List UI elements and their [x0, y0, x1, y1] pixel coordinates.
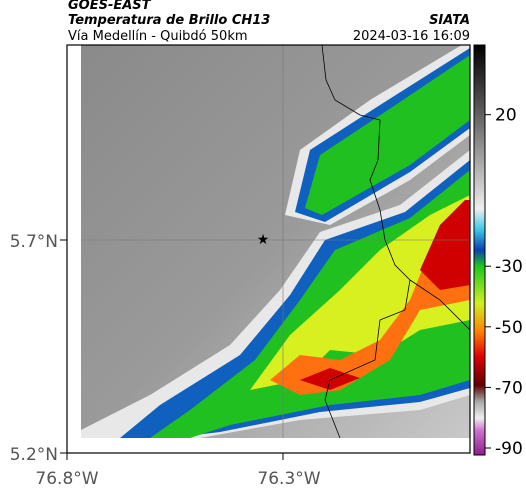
colorbar-label: -50	[495, 318, 523, 338]
location: Vía Medellín - Quibdó 50km	[68, 29, 248, 44]
svg-text:★: ★	[257, 232, 270, 248]
colorbar-label: -90	[495, 439, 523, 459]
colorbar-label: -30	[495, 257, 523, 277]
datetime: 2024-03-16 16:09	[353, 29, 470, 44]
colorbar-label: -70	[495, 378, 523, 398]
lat-label: 5.7°N	[10, 232, 58, 252]
map-frame	[66, 44, 471, 454]
colorbar-label: 20	[495, 106, 517, 126]
satellite-image: ★	[81, 45, 470, 438]
title: GOES-EAST	[68, 0, 152, 13]
colorbar	[473, 44, 486, 456]
source: SIATA	[429, 13, 470, 28]
subtitle: Temperatura de Brillo CH13	[68, 13, 270, 28]
lat-label: 5.2°N	[10, 445, 58, 465]
lon-label: 76.8°W	[35, 469, 98, 489]
lon-label: 76.3°W	[257, 469, 320, 489]
